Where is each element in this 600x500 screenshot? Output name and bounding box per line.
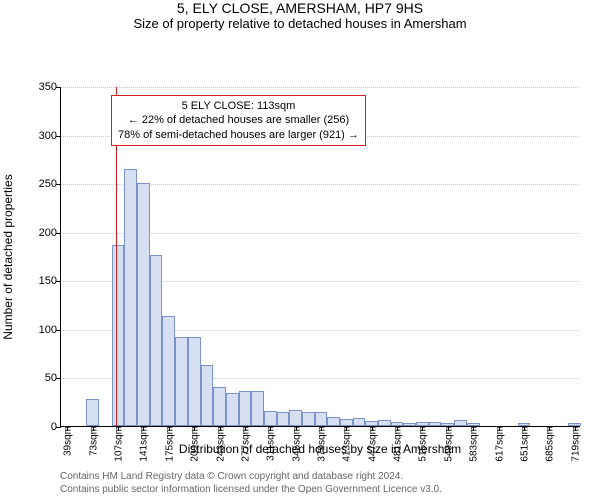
histogram-bar	[429, 422, 442, 426]
histogram-bar	[112, 245, 125, 426]
histogram-bar	[302, 412, 315, 426]
histogram-bar	[327, 417, 340, 426]
histogram-bar	[201, 365, 214, 426]
footer-attribution: Contains HM Land Registry data © Crown c…	[60, 470, 442, 496]
chart-container: Number of detached properties 0501001502…	[0, 37, 600, 497]
histogram-bar	[213, 387, 226, 426]
histogram-bar	[340, 419, 353, 426]
ytick-label: 250	[39, 178, 61, 190]
ytick-label: 300	[39, 130, 61, 142]
histogram-bar	[353, 418, 366, 426]
histogram-bar	[454, 420, 467, 426]
annotation-box: 5 ELY CLOSE: 113sqm← 22% of detached hou…	[111, 95, 366, 146]
histogram-bar	[277, 412, 290, 426]
annot-line: 5 ELY CLOSE: 113sqm	[118, 99, 359, 113]
annot-line: ← 22% of detached houses are smaller (25…	[118, 113, 359, 127]
ytick-label: 0	[51, 421, 61, 433]
ytick-label: 150	[39, 275, 61, 287]
histogram-bar	[150, 255, 163, 426]
histogram-bar	[289, 410, 302, 426]
y-axis-label: Number of detached properties	[1, 174, 15, 339]
histogram-bar	[315, 412, 328, 426]
histogram-bar	[239, 391, 252, 426]
ytick-label: 100	[39, 324, 61, 336]
histogram-bar	[403, 423, 416, 426]
histogram-bar	[188, 337, 201, 426]
chart-subtitle: Size of property relative to detached ho…	[0, 16, 600, 31]
gridline	[61, 87, 580, 88]
histogram-bar	[137, 183, 150, 426]
histogram-bar	[226, 393, 239, 426]
histogram-bar	[378, 420, 391, 426]
ytick-label: 50	[45, 372, 61, 384]
page-title: 5, ELY CLOSE, AMERSHAM, HP7 9HS	[0, 0, 600, 16]
x-axis-label: Distribution of detached houses by size …	[60, 442, 580, 456]
histogram-bar	[162, 316, 175, 426]
ytick-label: 350	[39, 81, 61, 93]
histogram-bar	[264, 411, 277, 426]
histogram-bar	[175, 337, 188, 426]
footer-line-2: Contains public sector information licen…	[60, 483, 442, 496]
footer-line-1: Contains HM Land Registry data © Crown c…	[60, 470, 442, 483]
histogram-bar	[86, 399, 99, 426]
plot-area: 05010015020025030035039sqm73sqm107sqm141…	[60, 87, 580, 427]
histogram-bar	[124, 169, 137, 426]
histogram-bar	[251, 391, 264, 426]
annot-line: 78% of semi-detached houses are larger (…	[118, 128, 359, 142]
ytick-label: 200	[39, 227, 61, 239]
